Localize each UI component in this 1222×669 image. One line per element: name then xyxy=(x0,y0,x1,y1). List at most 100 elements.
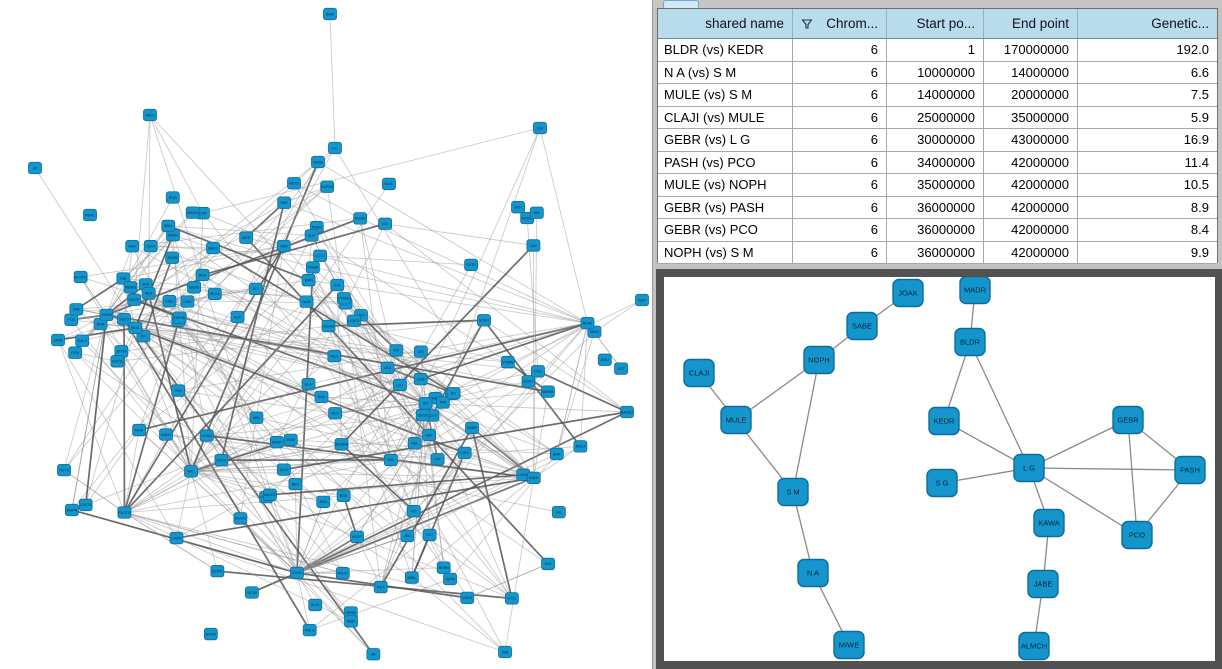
network-node[interactable]: BERL xyxy=(206,241,220,255)
table-row[interactable]: MULE (vs) NOPH 6 35000000 42000000 10.5 xyxy=(658,174,1217,197)
network-node[interactable]: MOR xyxy=(239,231,254,244)
network-node[interactable]: MULE xyxy=(720,405,752,435)
network-node[interactable]: WAMB xyxy=(540,385,555,398)
network-node[interactable]: LEWTI xyxy=(346,314,361,327)
network-node[interactable]: JOVW xyxy=(165,251,180,264)
network-node[interactable]: WIRI xyxy=(301,274,316,287)
network-node[interactable]: DALS xyxy=(75,334,90,347)
network-node[interactable]: TIBTE xyxy=(57,463,71,477)
network-node[interactable]: BIS xyxy=(248,282,263,296)
column-header-1[interactable]: Chrom... xyxy=(793,9,887,38)
network-edge[interactable] xyxy=(1028,467,1191,471)
network-node[interactable]: DUPSA xyxy=(320,180,335,193)
network-node[interactable]: MECN xyxy=(185,206,200,219)
network-node[interactable]: WIC xyxy=(184,465,198,478)
network-node[interactable]: VADJ xyxy=(143,108,157,122)
network-node[interactable]: MIN xyxy=(249,411,264,424)
network-edge[interactable] xyxy=(1028,419,1129,469)
network-node[interactable]: S M xyxy=(777,477,809,507)
network-edge[interactable] xyxy=(1127,419,1138,536)
network-node[interactable]: KUT xyxy=(614,362,628,375)
network-node[interactable]: BAKBO xyxy=(620,405,634,419)
network-node[interactable]: NASR xyxy=(269,435,284,449)
network-node[interactable]: JOPPI xyxy=(443,572,457,586)
network-node[interactable]: SIT xyxy=(418,397,433,410)
network-edge[interactable] xyxy=(792,359,820,493)
network-node[interactable]: PON xyxy=(68,346,83,359)
network-node[interactable]: NAK xyxy=(314,390,329,403)
network-node[interactable]: JOAK xyxy=(892,278,924,308)
network-node[interactable]: VUDL xyxy=(504,592,519,605)
network-node[interactable]: SIJ xyxy=(446,387,461,400)
network-node[interactable]: ROK xyxy=(336,489,351,502)
network-node[interactable]: COL xyxy=(531,365,545,378)
network-node[interactable]: SOP xyxy=(304,229,319,242)
network-node[interactable]: BUCP xyxy=(127,293,142,306)
table-row[interactable]: BLDR (vs) KEDR 6 1 170000000 192.0 xyxy=(658,39,1217,62)
network-node[interactable]: PUD xyxy=(165,191,180,204)
network-node[interactable]: BUWI xyxy=(580,317,595,330)
network-node[interactable]: WUC xyxy=(308,598,323,612)
network-node[interactable]: BLDR xyxy=(954,327,986,357)
network-node[interactable]: GUN xyxy=(301,377,316,391)
network-node[interactable]: VAL xyxy=(551,505,566,519)
network-node[interactable]: CASJ xyxy=(143,239,158,253)
network-node[interactable]: BEDD xyxy=(187,281,201,294)
network-node[interactable]: NOJL xyxy=(382,177,396,191)
network-node[interactable]: NUM xyxy=(299,295,314,308)
network-node[interactable]: LIG xyxy=(328,141,342,155)
network-node[interactable]: SABR xyxy=(465,421,479,434)
network-node[interactable]: BEV xyxy=(288,477,303,491)
network-node[interactable]: REWG xyxy=(123,281,138,294)
network-node[interactable]: CIRO xyxy=(457,446,472,460)
column-header-3[interactable]: End point xyxy=(984,9,1078,38)
network-node[interactable]: SEKL xyxy=(161,219,176,233)
network-node[interactable]: NOPH xyxy=(803,345,835,375)
network-node[interactable]: CAW xyxy=(180,295,195,308)
table-row[interactable]: GEBR (vs) L G 6 30000000 43000000 16.9 xyxy=(658,129,1217,152)
network-node[interactable]: PUJN xyxy=(335,566,350,580)
network-node[interactable]: JIJ xyxy=(28,161,42,175)
network-node[interactable]: JUCG xyxy=(276,463,291,476)
table-row[interactable]: GEBR (vs) PCO 6 36000000 42000000 8.4 xyxy=(658,219,1217,242)
network-node[interactable]: KAVS xyxy=(290,566,304,580)
network-node[interactable]: LOT xyxy=(393,378,407,392)
network-node[interactable]: ALMCH xyxy=(1018,631,1050,661)
network-node[interactable]: VUC xyxy=(230,310,245,324)
network-node[interactable]: NANA xyxy=(306,261,320,274)
network-node[interactable]: LOKTA xyxy=(78,498,93,512)
network-node[interactable]: SABE xyxy=(846,311,878,341)
network-node[interactable]: DIDU xyxy=(162,294,177,308)
network-node[interactable]: SUTD xyxy=(464,258,479,271)
network-node[interactable]: JIDM xyxy=(283,433,298,447)
network-node[interactable]: MOS xyxy=(128,321,143,334)
network-node[interactable]: CLAJI xyxy=(683,358,715,388)
network-node[interactable]: PUC xyxy=(64,313,79,326)
network-node[interactable]: VOGW xyxy=(336,292,351,305)
network-node[interactable]: SOL xyxy=(383,453,398,467)
network-node[interactable]: VUKC xyxy=(460,591,475,605)
network-node[interactable]: DEPW xyxy=(172,311,187,324)
network-node[interactable]: WAPN xyxy=(65,503,79,517)
network-node[interactable]: JIK xyxy=(366,648,381,661)
network-node[interactable]: VUDJ xyxy=(117,313,131,326)
network-node[interactable]: SECA xyxy=(207,287,222,301)
table-row[interactable]: CLAJI (vs) MULE 6 25000000 35000000 5.9 xyxy=(658,106,1217,129)
network-edge[interactable] xyxy=(969,341,1030,469)
network-node[interactable]: MIWE xyxy=(833,630,865,660)
network-node[interactable]: PASH xyxy=(1174,455,1206,485)
network-node[interactable]: GOGD xyxy=(321,319,336,333)
network-node[interactable]: VUJ xyxy=(541,557,555,571)
network-node[interactable]: VOL xyxy=(378,217,393,230)
network-node[interactable]: CARN xyxy=(169,531,184,545)
network-node[interactable]: JEKJ xyxy=(597,353,612,366)
network-node[interactable]: PIKT xyxy=(373,580,388,594)
network-node[interactable]: KIG xyxy=(330,278,345,292)
column-header-0[interactable]: shared name xyxy=(658,9,793,38)
network-node[interactable]: GASE xyxy=(311,155,325,169)
network-node[interactable]: L G xyxy=(1013,453,1045,483)
network-edge[interactable] xyxy=(1028,467,1138,536)
network-node[interactable]: VUVG xyxy=(214,453,229,467)
network-node[interactable]: RUP xyxy=(635,293,649,307)
